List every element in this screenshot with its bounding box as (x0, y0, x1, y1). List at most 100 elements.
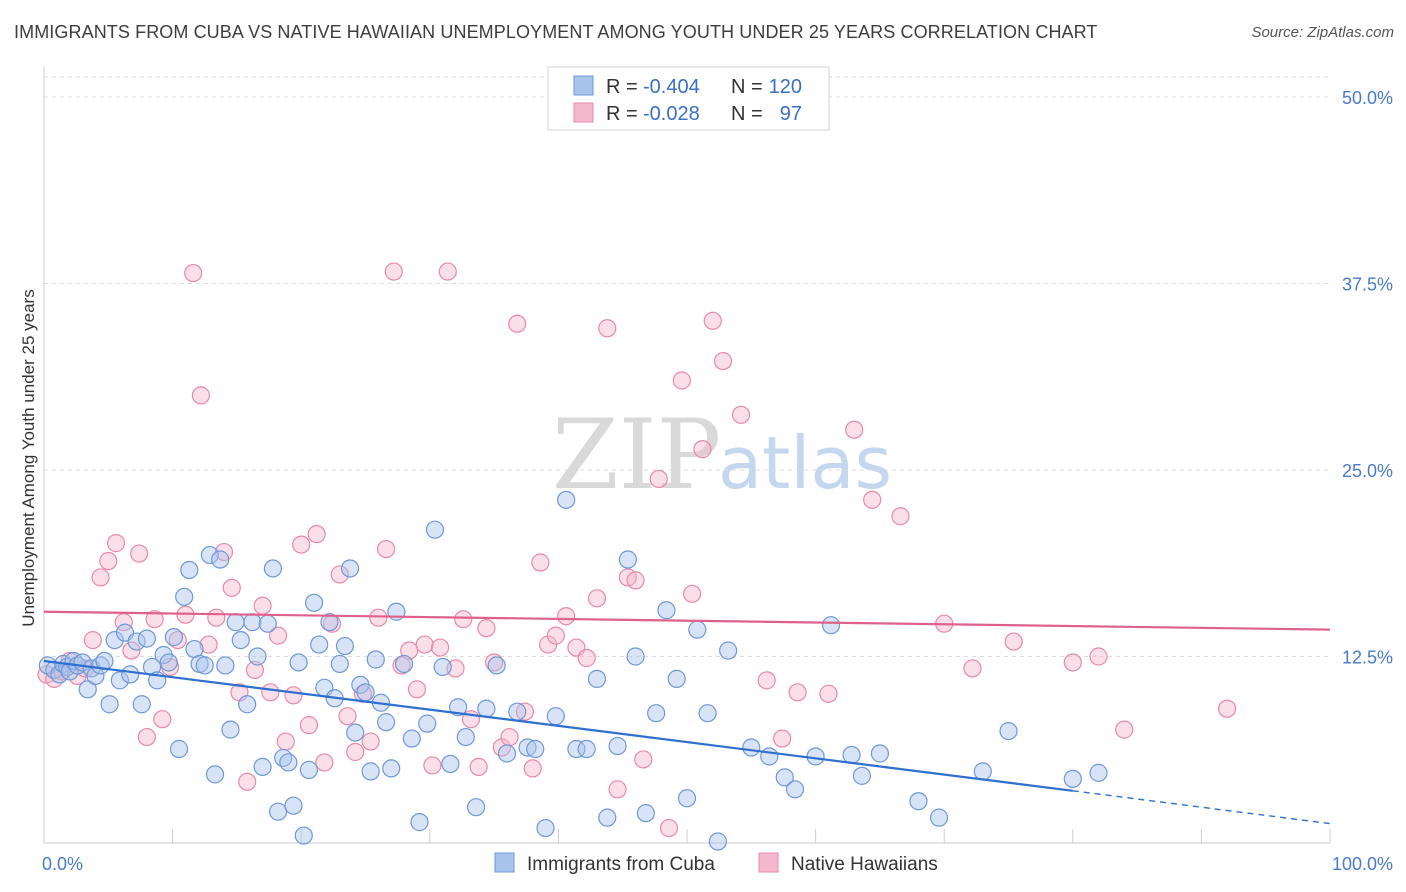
cuba-point-16 (110, 671, 129, 690)
cuba-point-108 (785, 780, 805, 799)
hawaiian-point-94 (1063, 653, 1082, 672)
cuba-point-100 (677, 789, 697, 808)
hawaiian-point-33 (292, 535, 311, 554)
hawaiian-point-86 (788, 683, 807, 702)
cuba-trend-extension (1072, 790, 1331, 825)
cuba-point-9 (78, 680, 97, 699)
cuba-point-99 (667, 669, 686, 688)
bottom-legend-label-hawaiian: Native Hawaiians (791, 854, 938, 875)
hawaiian-point-44 (376, 539, 396, 559)
hawaiian-point-71 (598, 319, 617, 338)
hawaiian-point-58 (485, 653, 504, 672)
cuba-point-51 (294, 826, 313, 845)
cuba-point-71 (402, 729, 421, 748)
bottom-legend-label-cuba: Immigrants from Cuba (527, 854, 715, 875)
hawaiian-point-22 (207, 608, 226, 627)
cuba-point-29 (180, 560, 199, 580)
cuba-point-116 (973, 762, 992, 781)
hawaiian-point-34 (299, 716, 319, 735)
cuba-point-38 (226, 613, 245, 632)
cuba-point-95 (626, 647, 645, 666)
cuba-point-72 (410, 813, 429, 832)
cuba-point-113 (870, 744, 890, 763)
hawaiian-point-64 (531, 553, 550, 572)
cuba-point-50 (289, 653, 308, 672)
watermark-atlas: atlas (718, 421, 892, 505)
hawaiian-point-40 (346, 742, 365, 762)
cuba-point-35 (211, 550, 230, 569)
hawaiian-point-80 (693, 440, 712, 459)
hawaiian-point-30 (268, 626, 288, 645)
cuba-point-87 (546, 707, 565, 726)
y-tick-labels: 12.5% 25.0% 37.5% 50.0% (1342, 88, 1393, 668)
cuba-point-65 (366, 650, 385, 669)
hawaiian-point-95 (1089, 647, 1108, 666)
hawaiian-point-66 (546, 626, 565, 645)
hawaiian-point-62 (515, 702, 535, 721)
hawaiian-point-72 (608, 780, 627, 799)
hawaiian-point-93 (1004, 632, 1023, 651)
cuba-point-89 (567, 739, 586, 759)
x-tick-label-1: 100.0% (1332, 854, 1393, 874)
cuba-point-2 (50, 665, 69, 684)
hawaiian-point-87 (819, 684, 838, 703)
hawaiian-point-56 (469, 757, 488, 777)
legend-n-value-hawaiian: 97 (780, 103, 802, 125)
hawaiian-point-24 (222, 578, 241, 597)
cuba-point-58 (330, 654, 349, 674)
cuba-point-43 (253, 757, 272, 777)
legend-swatch-hawaiian (573, 102, 594, 123)
hawaiian-point-89 (863, 490, 882, 509)
y-axis-title: Unemployment Among Youth under 25 years (19, 289, 38, 626)
cuba-point-109 (806, 747, 825, 766)
cuba-point-26 (164, 628, 183, 647)
bottom-legend: Immigrants from Cuba Native Hawaiians (494, 852, 938, 875)
hawaiian-point-11 (122, 641, 141, 660)
hawaiian-point-6 (83, 630, 102, 650)
cuba-point-25 (159, 653, 178, 672)
legend-n-label-cuba: N = (731, 76, 763, 98)
hawaiian-point-54 (454, 610, 473, 629)
legend-n-label-hawaiian: N = (731, 103, 763, 125)
hawaiian-point-79 (683, 584, 702, 603)
hawaiian-trend-line (43, 610, 1331, 631)
hawaiian-point-13 (137, 727, 156, 747)
cuba-point-46 (268, 802, 288, 821)
cuba-point-15 (105, 630, 124, 650)
cuba-point-36 (216, 656, 235, 675)
hawaiian-point-15 (153, 710, 172, 729)
hawaiian-point-74 (626, 571, 645, 590)
hawaiian-point-12 (130, 544, 149, 563)
hawaiian-point-78 (672, 371, 691, 390)
cuba-point-21 (137, 629, 156, 648)
cuba-point-92 (598, 808, 617, 827)
hawaiian-point-52 (438, 262, 457, 281)
hawaiian-point-48 (407, 680, 427, 699)
watermark-zip: ZIP (552, 399, 721, 511)
cuba-point-88 (557, 490, 576, 509)
cuba-point-110 (821, 616, 841, 635)
x-tick-label-0: 0.0% (42, 854, 83, 874)
x-tick-labels: 0.0% 100.0% (42, 854, 1393, 874)
hawaiian-point-8 (99, 551, 118, 571)
cuba-point-85 (526, 739, 545, 759)
hawaiian-point-50 (423, 756, 442, 775)
cuba-point-79 (466, 798, 486, 817)
cuba-point-82 (497, 744, 517, 763)
hawaiian-point-47 (400, 641, 419, 660)
hawaiian-point-36 (315, 753, 334, 772)
cuba-point-14 (100, 695, 119, 714)
hawaiian-point-35 (307, 525, 326, 544)
y-tick-label-2: 37.5% (1342, 275, 1393, 295)
hawaiian-point-9 (106, 534, 126, 553)
cuba-point-56 (320, 613, 339, 632)
axes (43, 67, 1331, 844)
cuba-point-75 (433, 657, 452, 677)
cuba-point-37 (221, 720, 240, 739)
hawaiian-point-81 (703, 311, 722, 330)
hawaiian-point-69 (577, 648, 596, 668)
cuba-point-42 (248, 647, 267, 666)
cuba-point-68 (382, 759, 401, 778)
cuba-point-33 (200, 545, 219, 565)
hawaiian-point-82 (713, 351, 733, 371)
